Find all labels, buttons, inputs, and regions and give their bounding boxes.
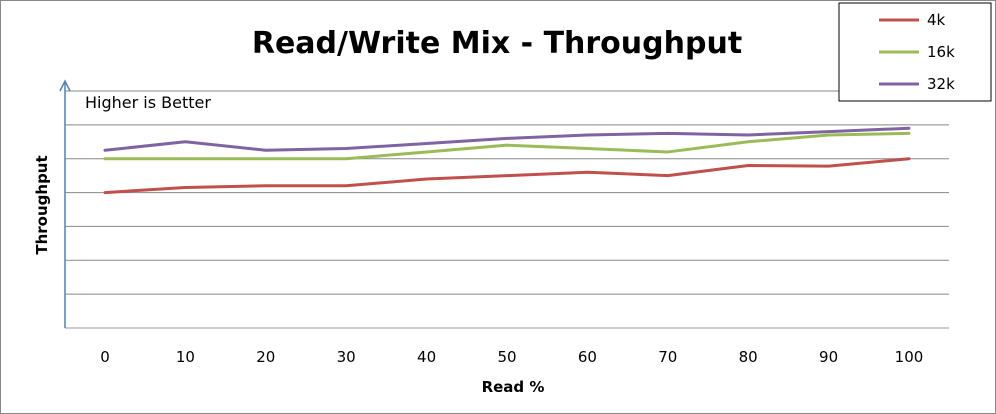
gridlines — [65, 90, 949, 295]
x-tick-label: 70 — [658, 348, 677, 366]
x-tick-label: 80 — [739, 348, 758, 366]
x-tick-label: 10 — [176, 348, 195, 366]
x-tick-label: 60 — [578, 348, 597, 366]
chart-annotation: Higher is Better — [85, 93, 211, 112]
legend-label-32k: 32k — [927, 75, 955, 93]
series-line-4k — [103, 157, 911, 195]
legend: 4k 16k 32k — [838, 2, 992, 102]
y-axis-label: Throughput — [33, 155, 51, 254]
series-lines — [103, 126, 911, 195]
x-tick-label: 90 — [819, 348, 838, 366]
x-axis-label: Read % — [482, 378, 545, 396]
x-tick-label: 100 — [895, 348, 924, 366]
x-tick-labels: 0 10 20 30 40 50 60 70 80 90 100 — [100, 348, 923, 366]
x-tick-label: 50 — [497, 348, 516, 366]
series-line-16k — [103, 131, 911, 161]
chart-title: Read/Write Mix - Throughput — [252, 26, 742, 61]
x-tick-label: 40 — [417, 348, 436, 366]
x-tick-label: 20 — [256, 348, 275, 366]
x-tick-label: 0 — [100, 348, 110, 366]
legend-label-16k: 16k — [927, 43, 955, 61]
x-tick-label: 30 — [337, 348, 356, 366]
axes — [59, 79, 949, 329]
legend-label-4k: 4k — [927, 11, 946, 29]
y-axis-arrow-icon — [59, 79, 71, 92]
series-line-32k — [103, 126, 911, 152]
